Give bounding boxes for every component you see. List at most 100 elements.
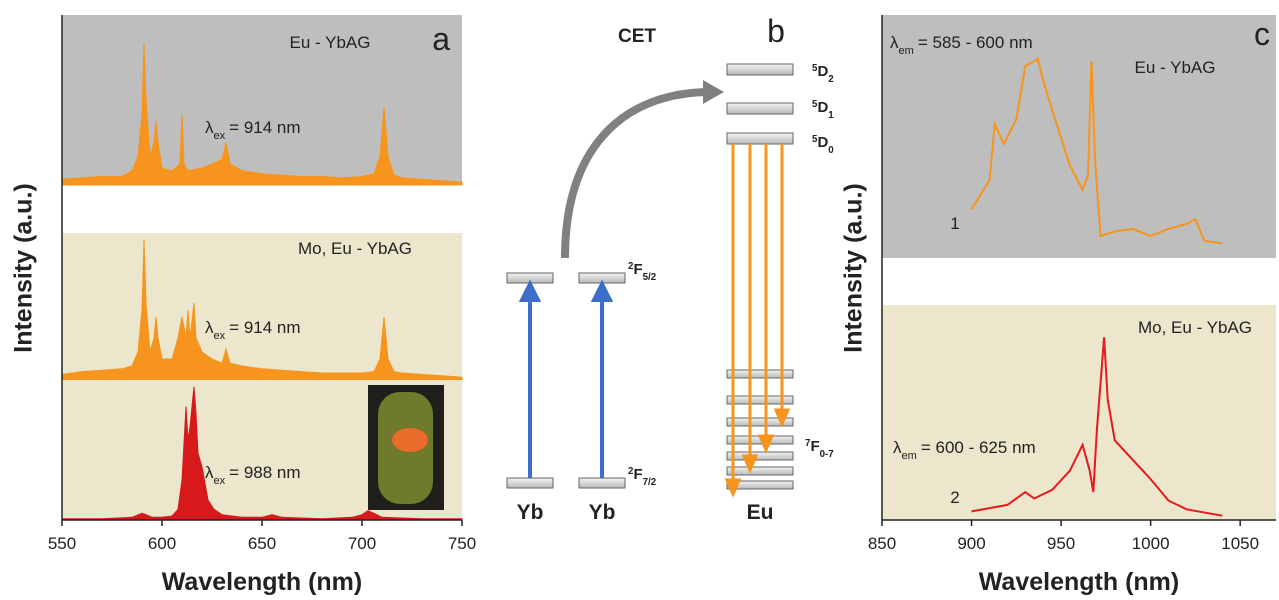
x-tick-label: 600 xyxy=(148,534,176,553)
text-part: λ xyxy=(205,118,214,137)
wavelength-label: λex = 988 nm xyxy=(205,463,301,487)
spectrum-line xyxy=(970,57,1223,245)
arrowhead xyxy=(741,454,759,474)
ion-label: Yb xyxy=(589,501,616,524)
text-part: 0-7 xyxy=(820,449,834,460)
wavelength-label: λex = 914 nm xyxy=(205,118,301,142)
panel-letter: a xyxy=(432,21,450,57)
text-part: ex xyxy=(214,130,226,142)
ion-label: Yb xyxy=(517,501,544,524)
x-tick-label: 700 xyxy=(348,534,376,553)
x-tick-label: 900 xyxy=(957,534,985,553)
text-part: λ xyxy=(205,463,214,482)
photo-glow xyxy=(392,428,428,452)
curve-label: 1 xyxy=(950,214,959,233)
text-part: λ xyxy=(890,33,899,52)
level xyxy=(726,480,794,490)
x-tick-label: 950 xyxy=(1047,534,1075,553)
level-label: 7F0-7 xyxy=(805,438,834,460)
panel-background xyxy=(62,233,462,380)
x-axis-label: Wavelength (nm) xyxy=(162,568,362,596)
text-part: D xyxy=(817,134,828,151)
arrowhead xyxy=(773,408,791,428)
text-part: 2 xyxy=(628,466,634,477)
panel-label: Eu - YbAG xyxy=(290,33,371,52)
level xyxy=(726,466,794,476)
text-part: = 600 - 625 nm xyxy=(921,438,1036,457)
panel-background xyxy=(882,305,1276,520)
level-label: 5D2 xyxy=(812,63,834,85)
level xyxy=(726,132,794,145)
level-label: 5D1 xyxy=(812,99,834,121)
level xyxy=(726,451,794,461)
level-label: 5D0 xyxy=(812,134,834,156)
text-part: 5 xyxy=(812,99,818,110)
diagram-title: CET xyxy=(618,26,656,47)
panel-letter: c xyxy=(1254,16,1270,52)
curve-label: 2 xyxy=(950,488,959,507)
wavelength-label: λem = 600 - 625 nm xyxy=(893,438,1036,462)
text-part: F xyxy=(633,261,642,278)
x-tick-label: 650 xyxy=(248,534,276,553)
text-part: 7/2 xyxy=(643,477,657,488)
text-part: = 988 nm xyxy=(229,463,300,482)
text-part: D xyxy=(817,99,828,116)
spectrum-area xyxy=(61,43,463,186)
emission-arrows xyxy=(724,144,791,498)
panel-letter: b xyxy=(767,13,785,49)
text-part: 2 xyxy=(628,261,634,272)
text-part: 2 xyxy=(828,74,834,85)
x-tick-label: 1000 xyxy=(1132,534,1170,553)
arrowhead xyxy=(518,279,542,302)
level xyxy=(726,369,794,379)
level xyxy=(726,395,794,405)
arrowhead xyxy=(590,279,614,302)
text-part: = 585 - 600 nm xyxy=(918,33,1033,52)
level-label: 2F7/2 xyxy=(628,466,657,488)
text-part: = 914 nm xyxy=(229,318,300,337)
excitation-arrows xyxy=(518,279,614,478)
panel-background xyxy=(62,15,462,185)
x-tick-label: 1050 xyxy=(1221,534,1259,553)
text-part: 7 xyxy=(805,438,810,449)
panel-label: Mo, Eu - YbAG xyxy=(1138,318,1252,337)
text-part: D xyxy=(817,63,828,80)
x-tick-label: 850 xyxy=(868,534,896,553)
text-part: λ xyxy=(893,438,902,457)
level xyxy=(506,477,554,489)
wavelength-label: λex = 914 nm xyxy=(205,318,301,342)
panel-label: Mo, Eu - YbAG xyxy=(298,239,412,258)
level xyxy=(578,477,626,489)
spectrum-area xyxy=(61,386,463,521)
text-part: ex xyxy=(214,330,226,342)
arrowhead xyxy=(724,478,742,498)
text-part: F xyxy=(633,466,642,483)
level xyxy=(726,63,794,76)
x-tick-label: 750 xyxy=(448,534,476,553)
arrowhead xyxy=(703,80,724,104)
panel-background xyxy=(882,15,1276,258)
panel-label: Eu - YbAG xyxy=(1135,58,1216,77)
spectrum-line xyxy=(971,337,1223,517)
text-part: F xyxy=(810,438,819,455)
level xyxy=(726,417,794,427)
energy-diagram xyxy=(506,63,794,498)
text-part: em xyxy=(902,450,917,462)
transfer-arrow xyxy=(561,88,706,259)
x-axis-label: Wavelength (nm) xyxy=(979,568,1179,596)
text-part: 0 xyxy=(828,145,834,156)
arrowhead xyxy=(757,434,775,454)
eu-levels xyxy=(726,63,794,490)
text-part: 5 xyxy=(812,63,818,74)
x-tick-label: 550 xyxy=(48,534,76,553)
text-part: em xyxy=(899,45,914,57)
y-axis-label: Intensity (a.u.) xyxy=(10,183,38,352)
level xyxy=(726,102,794,115)
text-part: 5 xyxy=(812,134,818,145)
spectrum-area xyxy=(61,239,463,381)
text-part: = 914 nm xyxy=(229,118,300,137)
text-part: ex xyxy=(214,475,226,487)
ion-label: Eu xyxy=(747,501,774,524)
